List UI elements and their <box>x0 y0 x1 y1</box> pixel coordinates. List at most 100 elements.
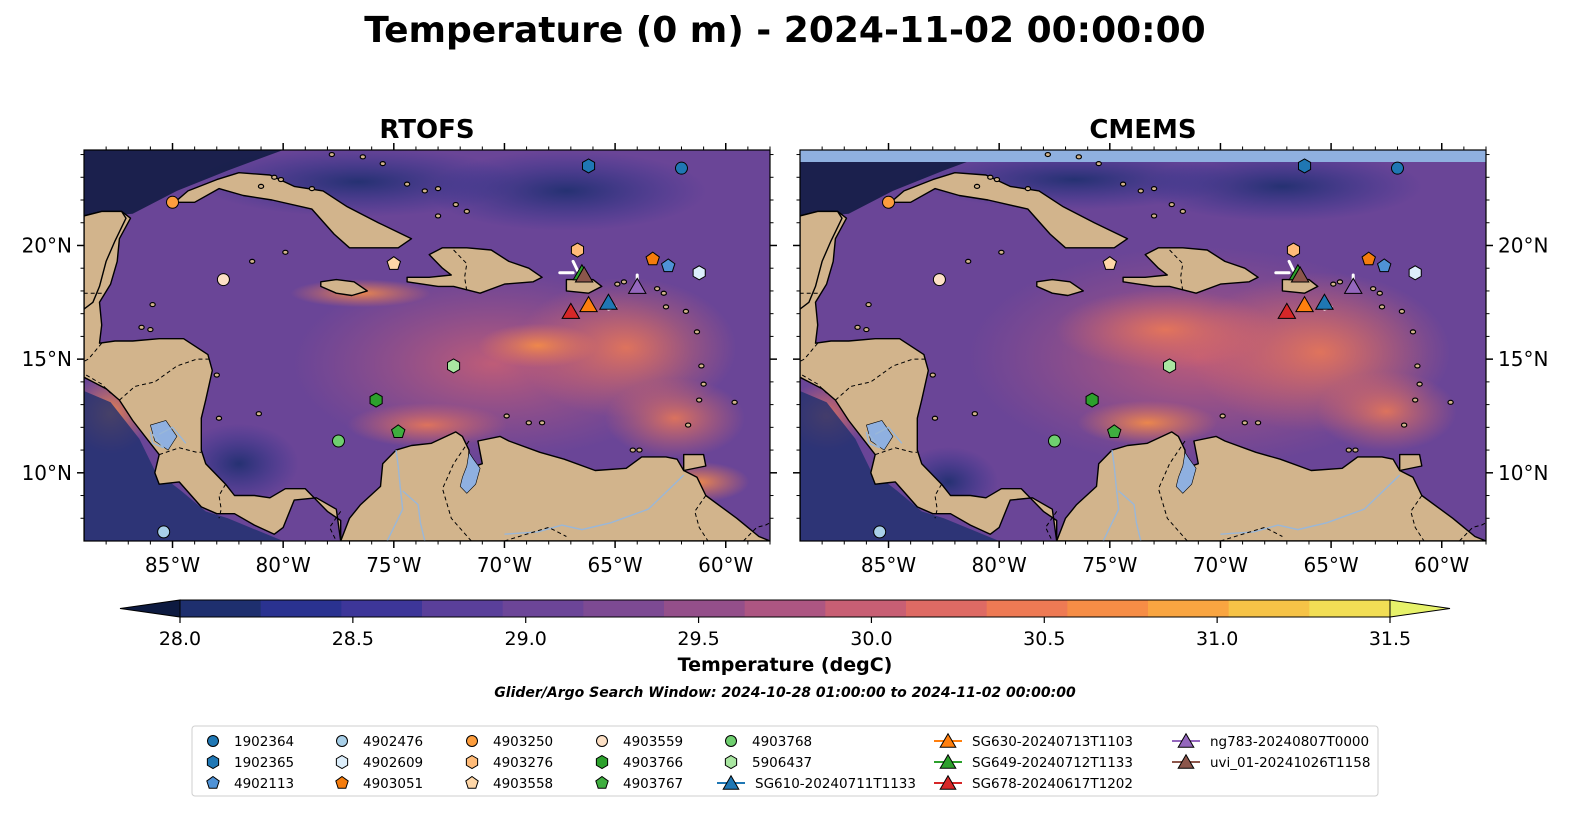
colorbar-tick-label: 31.5 <box>1369 628 1411 650</box>
land-cuba <box>173 171 413 249</box>
small-island <box>731 399 738 405</box>
small-island <box>1150 213 1158 219</box>
small-island <box>1095 161 1102 167</box>
small-island <box>248 258 256 264</box>
argo-float-4903051 <box>1361 251 1376 266</box>
pacific-cold-water <box>84 391 284 541</box>
legend-label: 4902476 <box>363 734 423 750</box>
country-border <box>504 526 567 541</box>
country-border <box>1169 249 1184 291</box>
country-border <box>800 342 819 362</box>
country-border <box>453 249 468 291</box>
legend-pentagon-icon <box>595 775 609 789</box>
legend-entry: 4902609 <box>335 754 423 771</box>
temperature-anomaly <box>1077 400 1218 445</box>
legend-entry: 4902113 <box>206 775 294 792</box>
land-hispaniola <box>1122 247 1259 294</box>
country-border <box>694 495 709 541</box>
lat-tick-label: 10°N <box>22 461 72 485</box>
lon-tick-label: 80°W <box>256 553 311 577</box>
river <box>1220 474 1401 535</box>
legend-hexagon-icon <box>335 754 349 770</box>
temperature-anomaly <box>1055 289 1276 370</box>
legend-triangle-icon <box>722 774 740 790</box>
colorbar-level <box>1228 600 1310 617</box>
small-island <box>359 154 367 160</box>
country-border <box>1459 522 1486 541</box>
small-island <box>1369 286 1377 292</box>
colorbar-level <box>1309 600 1391 617</box>
small-island <box>1352 447 1359 453</box>
lon-tick-label: 85°W <box>145 553 200 577</box>
figure-title: Temperature (0 m) - 2024-11-02 00:00:00 <box>364 10 1205 51</box>
lon-tick-label: 70°W <box>477 553 532 577</box>
temperature-anomaly <box>1142 151 1423 222</box>
small-island <box>660 290 667 296</box>
lat-tick-label: 15°N <box>22 347 72 371</box>
small-island <box>1119 181 1127 187</box>
small-island <box>662 304 670 310</box>
small-island <box>255 411 263 417</box>
small-island <box>308 186 316 192</box>
legend-label: 4903051 <box>363 776 423 792</box>
legend-entry: ng783-20240807T0000 <box>1172 732 1369 750</box>
legend-hexagon-icon <box>206 754 220 770</box>
legend-entry: 4903559 <box>596 734 683 750</box>
small-island <box>682 308 690 315</box>
river <box>504 474 685 535</box>
argo-float-4903276 <box>1286 242 1301 258</box>
argo-float-4903276 <box>570 242 585 258</box>
legend-label: 4903558 <box>493 776 553 792</box>
small-island <box>1400 422 1408 428</box>
country-border <box>875 447 918 456</box>
argo-float-4903558 <box>1102 256 1118 270</box>
legend-circle-icon <box>466 735 478 747</box>
legend-triangle-icon <box>939 774 957 790</box>
small-island <box>1414 363 1421 369</box>
lon-tick-label: 75°W <box>366 553 421 577</box>
country-border <box>329 511 342 541</box>
small-island <box>653 286 661 292</box>
small-island <box>1416 381 1423 387</box>
colorbar-extend-high <box>1389 599 1451 618</box>
map-panel-cmems: CMEMS 85°W 80°W 75°W 70°W 65°W 60°W 20°N 15°N 10°… <box>793 115 1548 577</box>
colorbar-tick-label: 29.0 <box>505 628 547 650</box>
small-island <box>1150 186 1158 192</box>
temperature-anomaly <box>604 378 745 459</box>
legend-circle-icon <box>596 735 608 747</box>
legend-entry: SG630-20240713T1103 <box>934 732 1133 750</box>
small-island <box>328 151 336 158</box>
small-island <box>1330 281 1337 287</box>
small-island <box>693 329 701 335</box>
small-island <box>854 324 861 330</box>
colorbar-tick-label: 28.5 <box>332 628 374 650</box>
glider-track <box>571 259 579 272</box>
argo-float-4902476 <box>873 525 887 539</box>
legend-triangle-icon <box>1177 732 1195 748</box>
river <box>1102 450 1120 541</box>
small-island <box>1137 188 1144 194</box>
river <box>386 450 404 541</box>
map-content <box>800 150 1486 541</box>
legend-label: 4903250 <box>493 734 553 750</box>
small-island <box>998 249 1005 255</box>
country-border <box>159 447 202 456</box>
legend-entry: uvi_01-20241026T1158 <box>1172 753 1370 771</box>
legend-entry: 4902476 <box>336 734 423 750</box>
river <box>874 426 903 444</box>
legend-hexagon-icon <box>465 754 479 770</box>
legend-entry: 4903558 <box>465 775 553 792</box>
small-island <box>213 372 220 378</box>
glider-uvi_01 <box>1290 266 1310 283</box>
small-island <box>865 301 872 308</box>
argo-float-5906437 <box>446 358 461 374</box>
small-island <box>257 183 265 189</box>
legend-label: SG678-20240617T1202 <box>972 776 1133 792</box>
colorbar-level <box>583 600 665 617</box>
small-island <box>1411 397 1419 403</box>
search-window-caption: Glider/Argo Search Window: 2024-10-28 01… <box>494 685 1076 701</box>
glider-SG610 <box>1314 293 1334 310</box>
small-island <box>863 326 870 333</box>
colorbar-tick-label: 30.5 <box>1023 628 1065 650</box>
